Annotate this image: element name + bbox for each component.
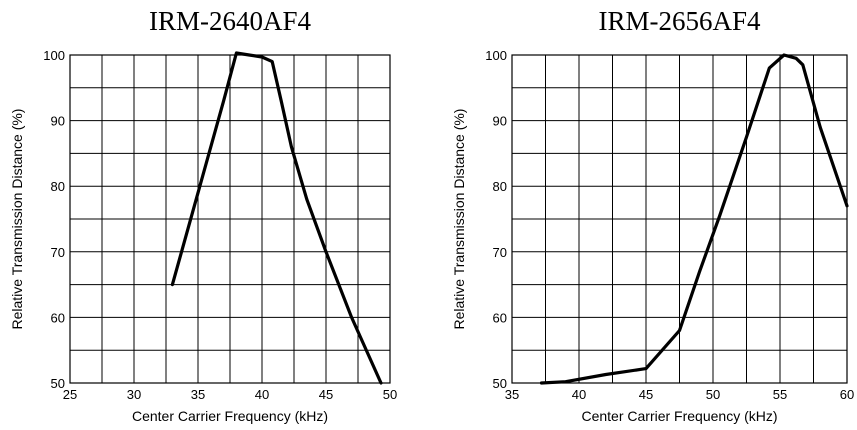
y-tick-label: 90 xyxy=(51,114,65,129)
series-line xyxy=(170,51,383,385)
y-tick-label: 60 xyxy=(493,310,507,325)
y-tick-label: 90 xyxy=(493,114,507,129)
x-tick-label: 60 xyxy=(840,387,854,402)
chart-1: IRM-2640AF4 25 30 35 40 45 50 50 60 70 80 90 100 Cent… xyxy=(9,6,397,424)
y-tick-label: 80 xyxy=(51,179,65,194)
x-tick-label: 50 xyxy=(706,387,720,402)
y-axis-label: Relative Transmission Distance (%) xyxy=(9,109,25,330)
y-tick-label: 80 xyxy=(493,179,507,194)
x-tick-label: 40 xyxy=(572,387,586,402)
x-tick-label: 25 xyxy=(63,387,77,402)
y-tick-label: 100 xyxy=(43,48,65,63)
plot-frame xyxy=(511,54,848,384)
x-tick-label: 50 xyxy=(383,387,397,402)
y-tick-label: 50 xyxy=(51,376,65,391)
x-tick-label: 55 xyxy=(773,387,787,402)
chart-2: IRM-2656AF4 35 40 45 50 55 60 50 60 70 80 90 100 Cent… xyxy=(451,6,854,424)
x-tick-label: 35 xyxy=(191,387,205,402)
y-axis-label: Relative Transmission Distance (%) xyxy=(451,109,467,330)
y-tick-label: 70 xyxy=(51,245,65,260)
x-tick-label: 45 xyxy=(319,387,333,402)
chart-title: IRM-2656AF4 xyxy=(598,6,761,36)
y-tick-label: 50 xyxy=(493,376,507,391)
chart-title: IRM-2640AF4 xyxy=(149,6,312,36)
series-line xyxy=(539,53,849,385)
y-tick-label: 70 xyxy=(493,245,507,260)
y-tick-label: 100 xyxy=(485,48,507,63)
x-tick-label: 40 xyxy=(255,387,269,402)
x-axis-label: Center Carrier Frequency (kHz) xyxy=(132,408,328,424)
x-tick-label: 35 xyxy=(505,387,519,402)
plot-frame xyxy=(69,54,391,384)
x-tick-label: 30 xyxy=(127,387,141,402)
x-tick-label: 45 xyxy=(639,387,653,402)
x-axis-label: Center Carrier Frequency (kHz) xyxy=(581,408,777,424)
y-tick-label: 60 xyxy=(51,310,65,325)
